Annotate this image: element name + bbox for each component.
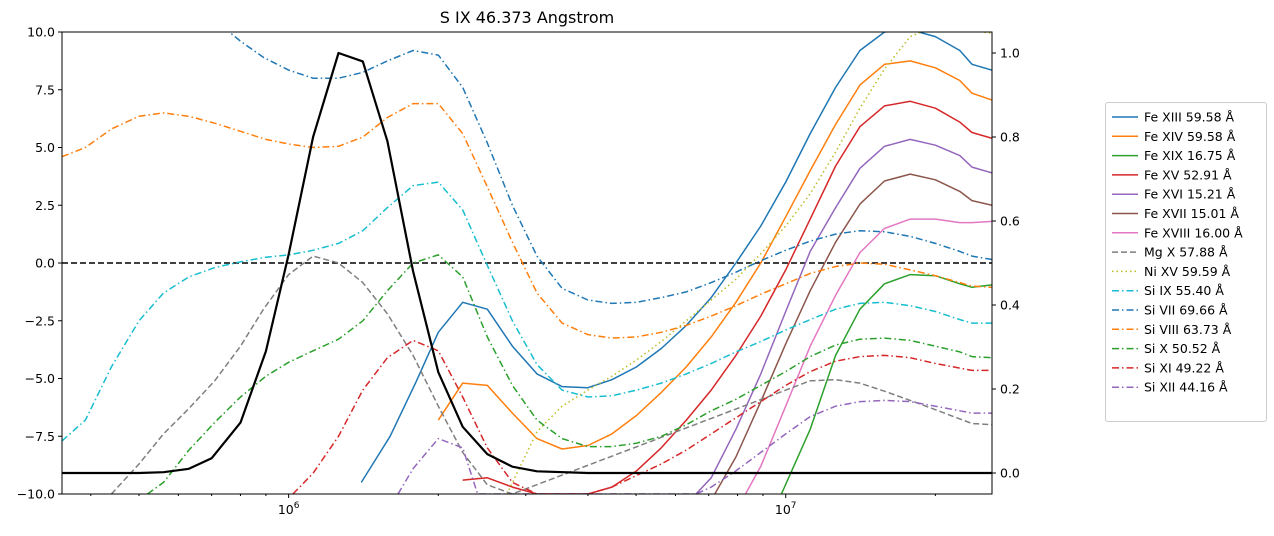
y2-tick-label: 0.8 — [1000, 130, 1020, 145]
series-line-9 — [62, 181, 992, 442]
y2-tick-label: 0.0 — [1000, 466, 1020, 481]
y-tick-label: −10.0 — [17, 487, 55, 502]
y-tick-label: 5.0 — [35, 140, 55, 155]
primary-line — [62, 51, 992, 475]
y-tick-label: 0.0 — [35, 256, 55, 271]
y2-tick-label: 0.6 — [1000, 214, 1020, 229]
legend-label-4: Fe XVI 15.21 Å — [1144, 187, 1236, 202]
series-line-5 — [714, 173, 992, 494]
series-line-7 — [110, 255, 992, 494]
chart-title: S IX 46.373 Angstrom — [440, 8, 615, 27]
y2-tick-label: 0.4 — [1000, 298, 1020, 313]
legend-label-14: Si XII 44.16 Å — [1144, 380, 1228, 395]
series-line-0 — [360, 32, 992, 483]
legend-label-11: Si VIII 63.73 Å — [1144, 322, 1232, 337]
series-line-2 — [780, 273, 992, 494]
series-line-3 — [462, 100, 992, 494]
y-tick-label: 2.5 — [35, 198, 55, 213]
legend-label-10: Si VII 69.66 Å — [1144, 303, 1228, 318]
series-line-10 — [228, 32, 992, 305]
series-line-12 — [147, 254, 992, 494]
x-tick-label: 106 — [278, 501, 300, 517]
y2-tick-label: 1.0 — [1000, 46, 1020, 61]
legend-label-12: Si X 50.52 Å — [1144, 341, 1221, 356]
axes-layer: −10.0 −7.5 −5.0 −2.5 0.0 2.5 5.0 7.5 10.0 0.0 0.2 0… — [17, 25, 1020, 518]
series-line-14 — [397, 399, 992, 494]
legend-label-1: Fe XIV 59.58 Å — [1144, 129, 1236, 144]
y2-tick-label: 0.2 — [1000, 382, 1020, 397]
legend-label-13: Si XI 49.22 Å — [1144, 360, 1224, 375]
legend-label-3: Fe XV 52.91 Å — [1144, 167, 1232, 182]
y-tick-label: 7.5 — [35, 82, 55, 97]
legend-label-2: Fe XIX 16.75 Å — [1144, 148, 1236, 163]
legend-label-5: Fe XVII 15.01 Å — [1144, 206, 1239, 221]
series-line-11 — [62, 102, 992, 339]
legend-label-9: Si IX 55.40 Å — [1144, 283, 1224, 298]
legend-canvas: Fe XIII 59.58 Å Fe XIV 59.58 Å Fe XIX 16.7… — [1112, 110, 1243, 395]
legend-label-0: Fe XIII 59.58 Å — [1144, 110, 1235, 125]
y-tick-label: −5.0 — [25, 371, 55, 386]
legend-label-6: Fe XVIII 16.00 Å — [1144, 225, 1243, 240]
y-tick-label: 10.0 — [27, 25, 55, 40]
y-tick-label: −7.5 — [25, 429, 55, 444]
x-tick-label: 107 — [775, 501, 797, 517]
series-line-4 — [695, 138, 992, 494]
y-tick-label: −2.5 — [25, 313, 55, 328]
legend-label-7: Mg X 57.88 Å — [1144, 245, 1228, 260]
series-line-6 — [744, 218, 992, 494]
series-line-1 — [437, 60, 992, 450]
legend: Fe XIII 59.58 Å Fe XIV 59.58 Å Fe XIX 16.7… — [1105, 102, 1267, 422]
series-layer — [62, 32, 992, 494]
series-line-8 — [506, 32, 992, 494]
legend-label-8: Ni XV 59.59 Å — [1144, 264, 1231, 279]
series-line-13 — [292, 339, 992, 494]
